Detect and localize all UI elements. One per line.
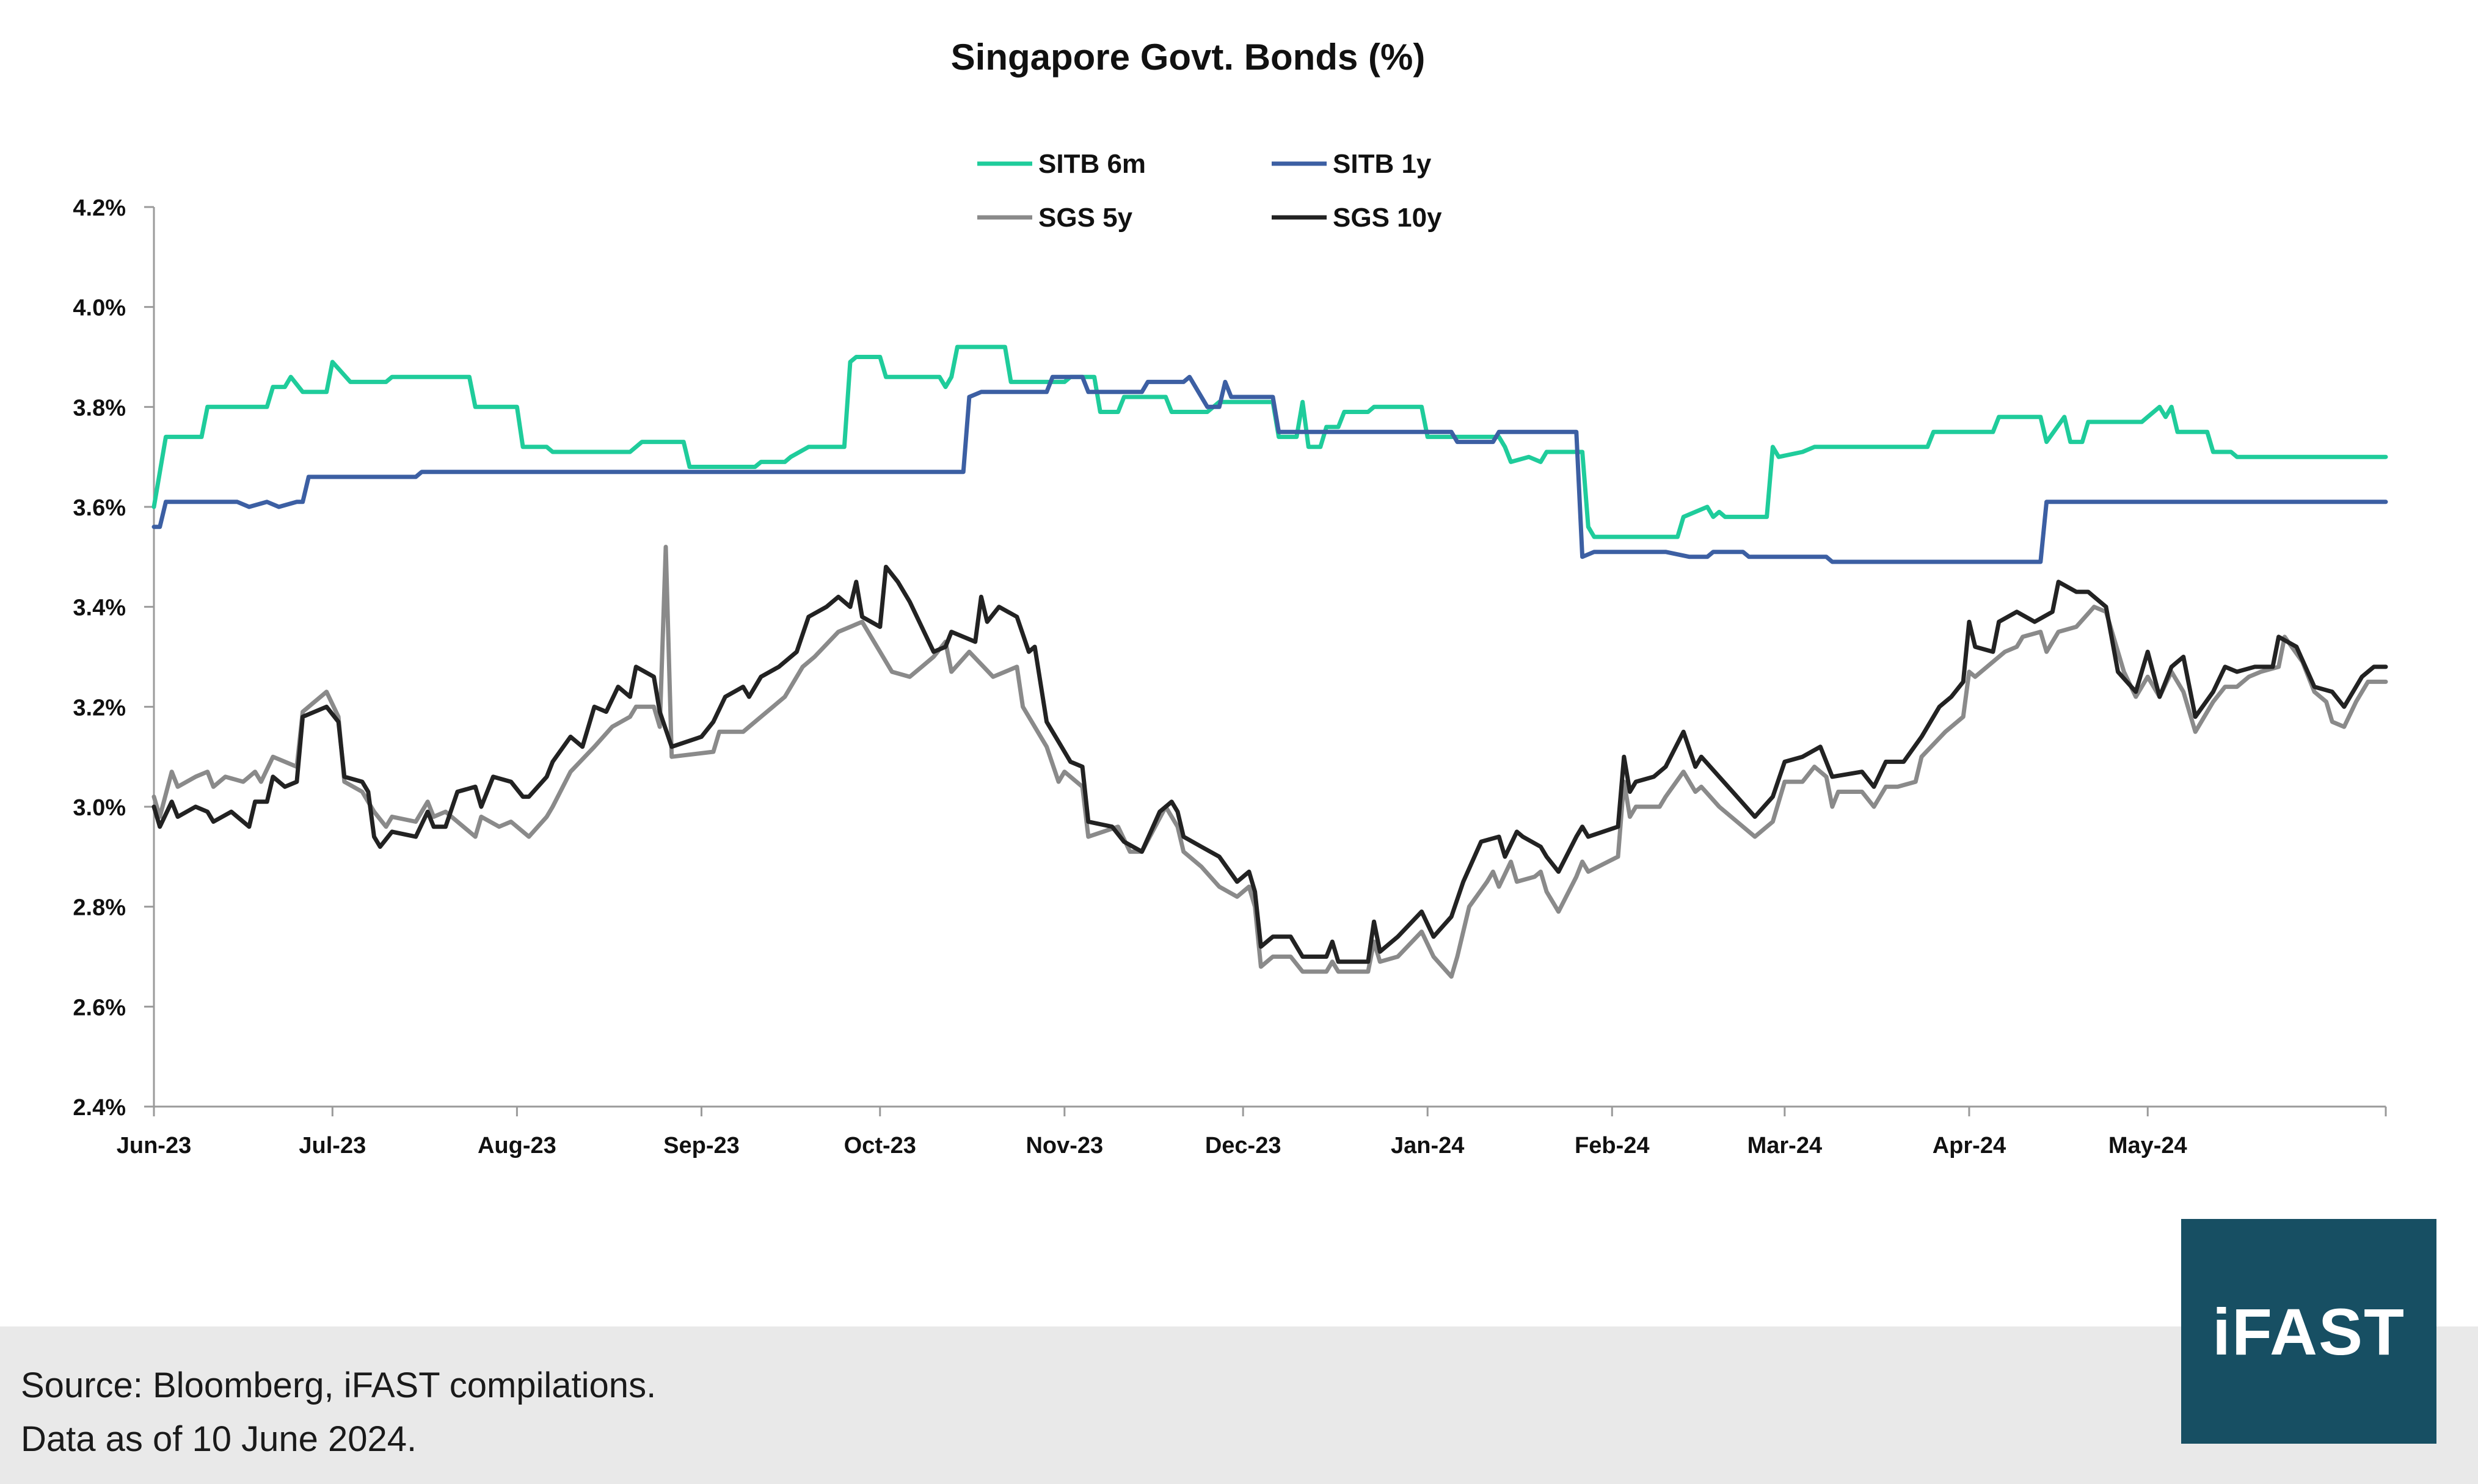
- y-tick-label: 4.2%: [73, 195, 126, 221]
- y-tick-label: 3.6%: [73, 495, 126, 521]
- y-tick-label: 4.0%: [73, 296, 126, 321]
- x-tick-label: May-24: [2108, 1133, 2187, 1158]
- series-line-sgs-10y: [151, 564, 2388, 964]
- x-tick-label: Jun-23: [117, 1133, 191, 1158]
- y-tick-label: 3.8%: [73, 395, 126, 421]
- legend-label-sitb-1y: SITB 1y: [1333, 149, 1432, 179]
- series-line-sgs-5y: [151, 545, 2388, 979]
- chart-series: [151, 344, 2388, 979]
- footer-band: [0, 1326, 2478, 1484]
- chart-legend: SITB 6m SITB 1y SGS 5y SGS 10y: [977, 149, 1442, 233]
- source-note: Source: Bloomberg, iFAST compilations. D…: [21, 1359, 656, 1466]
- source-line-1: Source: Bloomberg, iFAST compilations.: [21, 1366, 657, 1405]
- x-tick-label: Apr-24: [1933, 1133, 2006, 1158]
- y-tick-label: 3.2%: [73, 695, 126, 721]
- y-tick-label: 3.0%: [73, 795, 126, 821]
- series-line-sitb-1y: [151, 374, 2388, 564]
- x-tick-label: Feb-24: [1575, 1133, 1649, 1158]
- x-tick-label: Sep-23: [663, 1133, 740, 1158]
- y-tick-label: 2.6%: [73, 995, 126, 1020]
- x-tick-label: Mar-24: [1747, 1133, 1823, 1158]
- ifast-logo-text: iFAST: [2212, 1294, 2406, 1369]
- chart-axes: 2.4% 2.6% 2.8% 3.0% 3.2% 3.4% 3.6% 3.8% 4.0% 4.2%…: [73, 195, 2387, 1158]
- legend-label-sgs-5y: SGS 5y: [1038, 203, 1133, 233]
- y-tick-label: 3.4%: [73, 595, 126, 621]
- legend-label-sgs-10y: SGS 10y: [1333, 203, 1442, 233]
- chart-title: Singapore Govt. Bonds (%): [951, 37, 1426, 78]
- x-tick-label: Jul-23: [299, 1133, 366, 1158]
- x-tick-label: Dec-23: [1205, 1133, 1281, 1158]
- source-line-2: Data as of 10 June 2024.: [21, 1419, 417, 1459]
- ifast-logo: iFAST: [2181, 1219, 2436, 1444]
- x-tick-label: Aug-23: [478, 1133, 556, 1158]
- y-tick-label: 2.4%: [73, 1095, 126, 1121]
- x-tick-label: Nov-23: [1026, 1133, 1103, 1158]
- x-tick-label: Jan-24: [1391, 1133, 1464, 1158]
- y-tick-label: 2.8%: [73, 895, 126, 921]
- x-tick-label: Oct-23: [844, 1133, 916, 1158]
- series-line-sitb-6m: [151, 344, 2388, 539]
- legend-label-sitb-6m: SITB 6m: [1038, 149, 1146, 179]
